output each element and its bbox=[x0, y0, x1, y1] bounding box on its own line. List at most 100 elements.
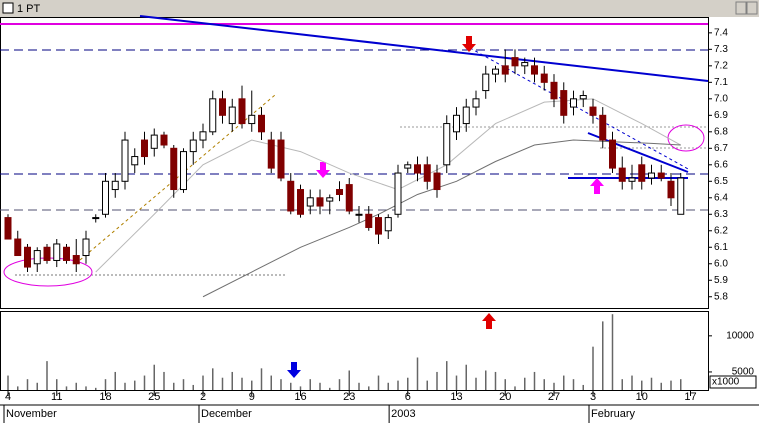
candle-body bbox=[414, 164, 421, 174]
candle-body bbox=[150, 134, 158, 149]
y-tick-label: 6.2 bbox=[714, 225, 728, 236]
volume-tick-label: 10000 bbox=[726, 330, 754, 341]
x-tick-label: 10 bbox=[636, 391, 648, 403]
y-tick-label: 6.1 bbox=[714, 242, 728, 253]
candle-body bbox=[423, 164, 431, 182]
candle-body bbox=[336, 189, 343, 195]
candle-body bbox=[540, 73, 548, 83]
candle-body bbox=[570, 98, 577, 108]
y-tick-label: 7.2 bbox=[714, 60, 728, 71]
candle-body bbox=[4, 217, 12, 240]
candle-body bbox=[297, 189, 304, 215]
candle-body bbox=[677, 177, 685, 215]
volume-panel bbox=[0, 311, 709, 391]
trend-line bbox=[139, 15, 709, 82]
candle-body bbox=[199, 131, 207, 141]
candle-body bbox=[579, 95, 587, 100]
y-tick-label: 6.9 bbox=[714, 110, 728, 121]
x-tick-label: 11 bbox=[51, 391, 62, 403]
candle-body bbox=[316, 197, 324, 207]
candle-body bbox=[531, 65, 538, 75]
candle-body bbox=[618, 167, 626, 182]
price-panel bbox=[0, 17, 709, 309]
candle-body bbox=[501, 65, 509, 75]
volume-unit: x1000 bbox=[712, 377, 740, 388]
y-tick-label: 5.8 bbox=[714, 291, 728, 302]
title-bar bbox=[0, 0, 759, 17]
y-tick-label: 6.3 bbox=[714, 209, 728, 220]
candle-body bbox=[189, 139, 197, 153]
x-tick-label: 27 bbox=[548, 391, 560, 403]
candle-body bbox=[248, 114, 256, 125]
candle-body bbox=[628, 177, 636, 182]
y-tick-label: 7.0 bbox=[714, 93, 728, 104]
volume-tick-label: 5000 bbox=[732, 367, 755, 378]
candle-body bbox=[648, 172, 655, 179]
candle-body bbox=[287, 180, 295, 212]
x-tick-label: 25 bbox=[148, 391, 160, 403]
restore-button[interactable] bbox=[735, 1, 747, 15]
candle-body bbox=[375, 217, 382, 235]
candle-body bbox=[33, 250, 41, 265]
x-tick-label: 17 bbox=[684, 391, 696, 403]
x-tick-label: 2 bbox=[200, 391, 206, 403]
volume-unit-box bbox=[709, 375, 757, 389]
candle-body bbox=[599, 114, 607, 141]
candle-body bbox=[14, 238, 22, 257]
candle-body bbox=[492, 68, 499, 75]
x-tick-label: 16 bbox=[294, 391, 306, 403]
candle-body bbox=[131, 156, 139, 166]
candle-body bbox=[228, 106, 236, 125]
candle-body bbox=[82, 238, 90, 257]
month-label: 2003 bbox=[391, 408, 415, 420]
candle-body bbox=[24, 246, 31, 268]
candle-body bbox=[306, 197, 314, 207]
candle-body bbox=[121, 139, 129, 182]
candle-body bbox=[111, 180, 119, 191]
candle-body bbox=[511, 57, 519, 67]
x-tick-label: 6 bbox=[405, 391, 411, 403]
candle-body bbox=[453, 114, 460, 133]
arrow-down bbox=[462, 36, 476, 52]
candle-body bbox=[472, 98, 480, 108]
window-icon bbox=[2, 2, 14, 14]
candle-body bbox=[482, 73, 490, 92]
window-title: 1 PT bbox=[17, 3, 41, 15]
candle-body bbox=[404, 164, 412, 169]
candle-body bbox=[209, 98, 217, 133]
x-tick-label: 3 bbox=[590, 391, 596, 403]
candle-body bbox=[550, 81, 558, 100]
candle-body bbox=[43, 246, 51, 261]
month-label: February bbox=[591, 408, 636, 420]
y-tick-label: 6.7 bbox=[714, 143, 728, 154]
y-tick-label: 5.9 bbox=[714, 275, 728, 286]
candle-body bbox=[657, 172, 665, 179]
close-button[interactable] bbox=[746, 1, 758, 15]
candle-body bbox=[267, 139, 275, 169]
candle-body bbox=[443, 123, 451, 166]
candle-body bbox=[102, 180, 109, 215]
candle-body bbox=[609, 139, 616, 169]
month-label: November bbox=[6, 408, 57, 420]
y-tick-label: 6.0 bbox=[714, 258, 728, 269]
candle-body bbox=[238, 98, 246, 125]
candle-body bbox=[326, 197, 334, 202]
y-tick-label: 7.4 bbox=[714, 27, 728, 38]
x-tick-label: 23 bbox=[343, 391, 355, 403]
candle-body bbox=[180, 151, 187, 191]
candle-body bbox=[384, 217, 392, 232]
candle-body bbox=[63, 246, 70, 261]
annotations bbox=[0, 15, 709, 378]
x-tick-label: 18 bbox=[99, 391, 111, 403]
y-tick-label: 6.6 bbox=[714, 159, 728, 170]
arrow-up bbox=[590, 178, 604, 194]
candle-body bbox=[277, 139, 285, 179]
y-tick-label: 6.8 bbox=[714, 126, 728, 137]
candle-body bbox=[53, 243, 61, 261]
y-tick-label: 7.3 bbox=[714, 44, 728, 55]
candle-body bbox=[92, 217, 100, 220]
y-tick-label: 7.1 bbox=[714, 77, 728, 88]
